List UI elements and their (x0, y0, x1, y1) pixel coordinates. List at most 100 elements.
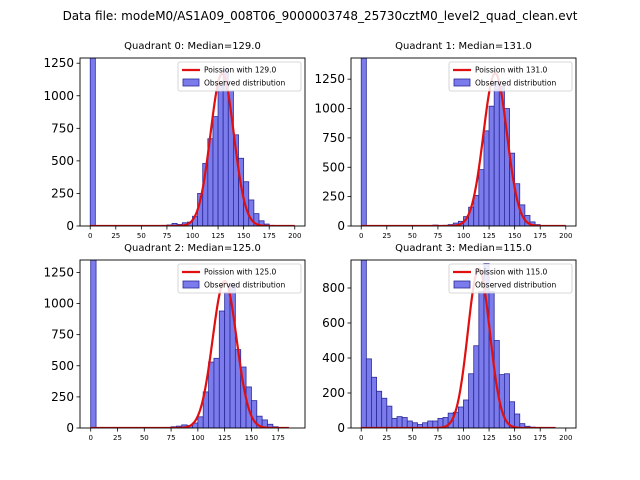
y-tick-label: 0 (337, 219, 345, 233)
x-tick-label: 75 (167, 434, 176, 442)
y-tick-label: 1250 (314, 72, 345, 86)
x-tick-label: 200 (559, 232, 572, 240)
x-tick-label: 50 (408, 232, 417, 240)
panel-title: Quadrant 1: Median=131.0 (395, 41, 532, 52)
panel-title: Quadrant 2: Median=125.0 (124, 243, 261, 254)
legend-label-observed: Observed distribution (475, 281, 556, 290)
legend: Poission with 129.0 Observed distribution (177, 61, 302, 92)
y-tick-label: 1250 (43, 265, 74, 279)
histogram-bar (514, 413, 521, 428)
x-tick-label: 125 (482, 232, 495, 240)
y-tick-label: 1250 (43, 56, 74, 70)
y-tick-label: 500 (322, 160, 345, 174)
y-tick-label: 1000 (43, 89, 74, 103)
x-tick-label: 75 (162, 232, 171, 240)
plot-area (360, 260, 556, 428)
legend: Poission with 125.0 Observed distribution (177, 263, 302, 294)
figure-title: Data file: modeM0/AS1A09_008T06_90000037… (63, 9, 578, 23)
poisson-fit-line (90, 72, 295, 226)
x-tick-label: 25 (382, 232, 391, 240)
y-tick-label: 750 (322, 131, 345, 145)
quadrant-3-plot: 0 25 50 75 100 125 150 175 200 0 200 400 600 800 Quadr… (322, 243, 577, 442)
histogram-bar (197, 416, 204, 428)
histogram-bar (468, 373, 475, 428)
legend-box (448, 61, 573, 92)
x-tick-label: 175 (534, 232, 547, 240)
x-tick-label: 75 (433, 434, 442, 442)
histogram-bar (208, 361, 215, 428)
histogram-bar (457, 406, 464, 428)
histogram-bar (463, 399, 470, 428)
x-tick-label: 125 (218, 434, 231, 442)
histogram-bar (217, 84, 224, 226)
x-tick-label: 100 (186, 232, 199, 240)
histogram-bar (473, 195, 480, 226)
y-tick-label: 500 (51, 359, 74, 373)
legend-label-fit: Poission with 129.0 (204, 66, 277, 75)
histogram-bar (213, 357, 220, 428)
legend: Poission with 131.0 Observed distribution (448, 61, 573, 92)
y-tick-label: 500 (51, 154, 74, 168)
quadrant-1-plot: 0 25 50 75 100 125 150 175 200 0 250 500 750 1000 1250… (314, 41, 577, 240)
panel-title: Quadrant 0: Median=129.0 (124, 41, 261, 52)
x-tick-label: 50 (140, 434, 149, 442)
histogram-bar (212, 116, 219, 226)
legend-label-fit: Poission with 115.0 (475, 268, 548, 277)
y-tick-label: 0 (66, 421, 74, 435)
x-tick-label: 0 (88, 434, 92, 442)
quadrant-0-plot: 0 25 50 75 100 125 150 175 200 0 250 500 750 1000 1250… (43, 41, 306, 240)
axes-frame (79, 259, 306, 429)
x-tick-label: 25 (382, 434, 391, 442)
legend-box (177, 61, 302, 92)
x-tick-label: 50 (137, 232, 146, 240)
histogram-bar (90, 260, 97, 428)
x-tick-label: 125 (211, 232, 224, 240)
y-tick-label: 750 (51, 121, 74, 135)
histogram-bar (371, 376, 377, 428)
histogram-bar (360, 260, 367, 428)
plot-area (360, 58, 566, 226)
histogram-bar (483, 130, 490, 226)
x-tick-label: 175 (263, 232, 276, 240)
x-tick-label: 50 (408, 434, 417, 442)
y-tick-label: 0 (66, 219, 74, 233)
legend-box (448, 263, 573, 294)
x-tick-label: 200 (559, 434, 572, 442)
x-tick-label: 0 (88, 232, 92, 240)
histogram-bar (519, 423, 526, 428)
histogram-bar (478, 291, 485, 428)
histogram-bar (386, 405, 393, 428)
legend-label-observed: Observed distribution (204, 79, 285, 88)
histogram-bar (224, 291, 231, 428)
x-tick-label: 150 (237, 232, 250, 240)
histogram-bar (396, 416, 403, 428)
x-tick-label: 0 (359, 434, 363, 442)
x-tick-label: 175 (272, 434, 285, 442)
x-tick-label: 175 (534, 434, 547, 442)
legend-bar-swatch (182, 78, 200, 87)
histogram-bar (493, 81, 500, 226)
y-tick-label: 250 (51, 390, 74, 404)
poisson-fit-line (361, 72, 566, 226)
quadrant-2-plot: 0 25 50 75 100 125 150 175 0 250 500 750 1000 1250 Qua… (43, 243, 306, 442)
y-tick-label: 1000 (43, 297, 74, 311)
histogram-bar (218, 310, 226, 428)
legend-box (177, 263, 302, 294)
x-tick-label: 75 (433, 232, 442, 240)
histogram-bar (401, 417, 408, 428)
legend-bar-swatch (453, 280, 471, 289)
x-tick-label: 150 (245, 434, 258, 442)
histogram-bar (360, 58, 367, 226)
legend-bar-swatch (453, 78, 471, 87)
legend-label-fit: Poission with 131.0 (475, 66, 548, 75)
x-tick-label: 125 (482, 434, 495, 442)
legend: Poission with 115.0 Observed distribution (448, 263, 573, 294)
histogram-bar (89, 58, 96, 226)
legend-label-observed: Observed distribution (475, 79, 556, 88)
poisson-fit-line (90, 280, 289, 428)
legend-label-observed: Observed distribution (204, 281, 285, 290)
y-tick-label: 250 (322, 190, 345, 204)
x-tick-label: 100 (457, 434, 470, 442)
histogram-bar (478, 169, 485, 226)
x-tick-label: 25 (113, 434, 122, 442)
